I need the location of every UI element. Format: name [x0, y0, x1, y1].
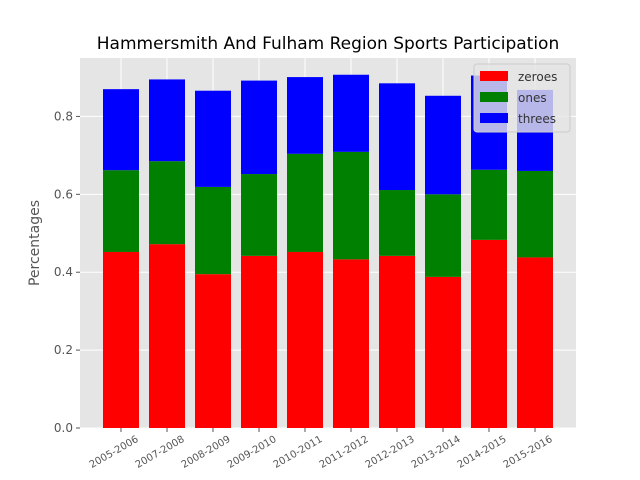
- legend-label-ones: ones: [518, 91, 547, 105]
- bar-threes-2012-2013: [379, 83, 415, 191]
- legend: zeroes ones threes: [473, 63, 571, 133]
- legend-label-threes: threes: [518, 112, 556, 126]
- bar-threes-2009-2010: [241, 80, 277, 175]
- y-axis-label: Percentages: [27, 200, 43, 286]
- legend-swatch-zeroes: [480, 71, 508, 81]
- bar-zeroes-2005-2006: [103, 251, 139, 428]
- bar-zeroes-2012-2013: [379, 255, 415, 428]
- y-tick-label: 0.6: [54, 187, 73, 201]
- bar-threes-2005-2006: [103, 89, 139, 171]
- bar-threes-2008-2009: [195, 90, 231, 187]
- bar-ones-2015-2016: [517, 170, 553, 258]
- bar-zeroes-2008-2009: [195, 274, 231, 428]
- bar-zeroes-2007-2008: [149, 244, 185, 428]
- y-tick-label: 0.4: [54, 265, 73, 279]
- bar-ones-2009-2010: [241, 174, 277, 256]
- bar-ones-2010-2011: [287, 153, 323, 252]
- bar-threes-2013-2014: [425, 95, 461, 195]
- bar-ones-2013-2014: [425, 194, 461, 277]
- legend-swatch-threes: [480, 113, 508, 123]
- bar-ones-2007-2008: [149, 161, 185, 245]
- y-tick-label: 0.8: [54, 109, 73, 123]
- bar-zeroes-2010-2011: [287, 251, 323, 428]
- bar-zeroes-2009-2010: [241, 255, 277, 428]
- bar-ones-2011-2012: [333, 151, 369, 260]
- bar-threes-2007-2008: [149, 79, 185, 162]
- y-tick-labels: 0.0 0.2 0.4 0.6 0.8: [54, 109, 80, 435]
- bar-zeroes-2015-2016: [517, 257, 553, 428]
- bar-zeroes-2013-2014: [425, 276, 461, 428]
- bar-ones-2008-2009: [195, 186, 231, 275]
- bar-threes-2011-2012: [333, 74, 369, 152]
- bar-ones-2014-2015: [471, 169, 507, 240]
- y-tick-label: 0.0: [54, 421, 73, 435]
- legend-swatch-ones: [480, 92, 508, 102]
- bar-ones-2012-2013: [379, 190, 415, 256]
- bar-zeroes-2011-2012: [333, 259, 369, 428]
- y-tick-label: 0.2: [54, 343, 73, 357]
- bar-zeroes-2014-2015: [471, 239, 507, 428]
- bar-threes-2010-2011: [287, 77, 323, 154]
- chart-title: Hammersmith And Fulham Region Sports Par…: [97, 34, 559, 54]
- bars: [103, 74, 553, 428]
- legend-label-zeroes: zeroes: [518, 70, 557, 84]
- bar-ones-2005-2006: [103, 170, 139, 252]
